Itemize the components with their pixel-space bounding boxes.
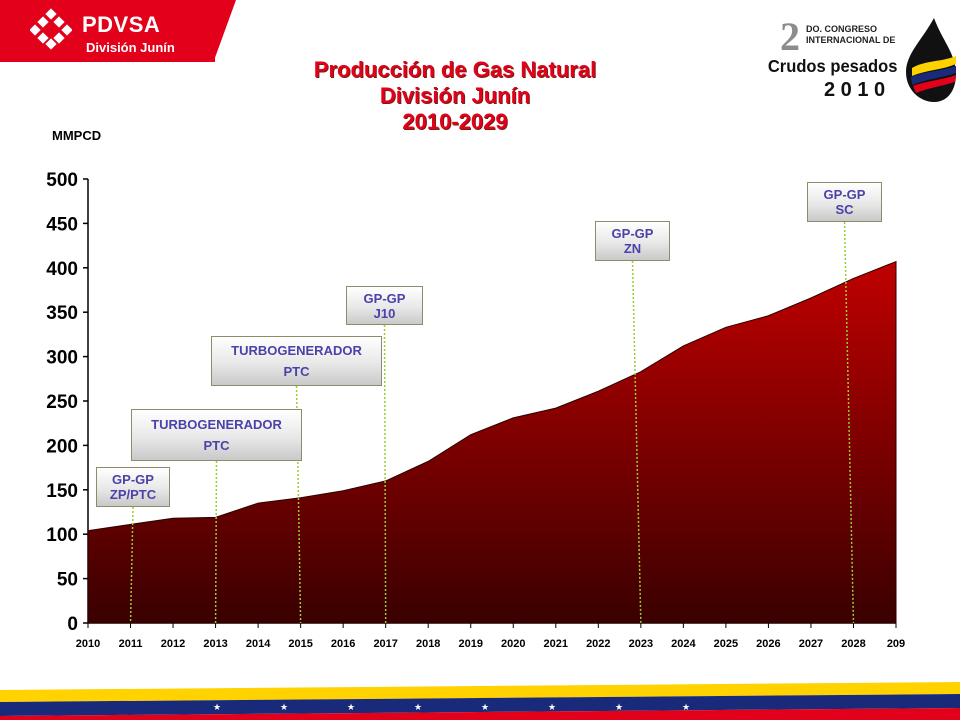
congress-line-1: DO. CONGRESO: [806, 24, 877, 34]
chart-title-line-1: Producción de Gas Natural: [313, 57, 597, 82]
x-tick-label: 2025: [714, 638, 738, 650]
congress-year: 2 0 1 0: [824, 79, 885, 101]
x-tick-label: 2022: [586, 638, 610, 650]
annotation-label-line: ZN: [623, 241, 642, 256]
star-icon: ★: [213, 703, 221, 713]
production-area: [87, 260, 897, 624]
star-icon: ★: [548, 703, 556, 713]
annotation-label-line: GP-GP: [823, 187, 866, 202]
x-tick-label: 2027: [799, 638, 823, 650]
pdvsa-logo-icon: [30, 8, 72, 50]
annotation-leader-line: [214, 460, 218, 624]
y-tick-label: 100: [46, 525, 78, 546]
star-icon: ★: [414, 703, 422, 713]
congress-logo: 2 DO. CONGRESO INTERNACIONAL DE Crudos p…: [766, 10, 958, 108]
star-icon: ★: [682, 703, 690, 713]
star-icon: ★: [481, 703, 489, 713]
flag-stripe-red: [0, 708, 960, 720]
annotation-label-line: GP-GP: [611, 226, 654, 241]
annotation-label-line: PTC: [203, 438, 230, 453]
y-tick-label: 350: [46, 303, 78, 324]
x-tick-label: 2019: [458, 638, 482, 650]
chart-title-line-3: 2010-2029: [402, 109, 508, 134]
oil-drop-icon: [906, 18, 956, 102]
annotation-leader-line: [631, 260, 642, 624]
x-tick-label: 2021: [544, 638, 568, 650]
x-tick-label: 2024: [671, 638, 696, 650]
y-axis-unit: MMPCD: [52, 128, 102, 143]
annotation-label: GP-GP SC: [807, 182, 882, 222]
y-tick-label: 500: [46, 170, 78, 191]
y-tick-label: 50: [57, 570, 78, 591]
x-tick-label: 2015: [288, 638, 312, 650]
y-tick-label: 250: [46, 392, 78, 413]
star-icon: ★: [280, 703, 288, 713]
star-icon: ★: [615, 703, 623, 713]
annotation-label-line: ZP/PTC: [109, 487, 157, 502]
x-tick-label: 2013: [203, 638, 227, 650]
annotation-label-line: J10: [373, 305, 396, 321]
x-tick-label: 2014: [246, 638, 271, 650]
y-tick-label: 200: [46, 436, 78, 457]
annotation-label: TURBOGENERADOR PTC: [211, 336, 382, 386]
congress-line-2: INTERNACIONAL DE: [806, 35, 895, 45]
x-tick-label: 2012: [161, 638, 185, 650]
x-tick-label: 2028: [841, 638, 865, 650]
star-icon: ★: [347, 703, 355, 713]
x-tick-label: 2010: [76, 638, 100, 650]
flag-stripe-yellow: [0, 682, 960, 702]
annotation-label: GP-GP ZP/PTC: [96, 467, 170, 507]
annotation-label: GP-GP ZN: [595, 221, 670, 261]
x-tick-label: 2023: [629, 638, 653, 650]
annotation-label-line: TURBOGENERADOR: [231, 343, 362, 358]
x-tick-label: 2020: [501, 638, 525, 650]
y-tick-label: 400: [46, 259, 78, 280]
congress-line-3: Crudos pesados: [768, 55, 898, 76]
annotation-label-line: SC: [835, 202, 854, 217]
annotation-leader-line: [843, 221, 855, 624]
annotation-leader-line: [383, 324, 387, 624]
y-tick-label: 300: [46, 348, 78, 369]
congress-logo-graphic: 2 DO. CONGRESO INTERNACIONAL DE Crudos p…: [768, 14, 956, 102]
annotation-leader-line: [129, 506, 134, 624]
annotation-label: GP-GP J10: [346, 286, 423, 325]
y-tick-label: 450: [46, 214, 78, 235]
congress-number: 2: [780, 14, 800, 59]
annotation-label-line: TURBOGENERADOR: [151, 417, 282, 432]
y-tick-label: 0: [67, 614, 78, 635]
brand-name: PDVSA: [82, 12, 161, 37]
flag-stripe-blue: [0, 694, 960, 716]
x-tick-label: 209: [887, 638, 905, 650]
x-tick-label: 2017: [373, 638, 397, 650]
x-tick-label: 2018: [416, 638, 440, 650]
x-tick-label: 2026: [756, 638, 780, 650]
annotation-label: TURBOGENERADOR PTC: [131, 409, 302, 461]
x-tick-label: 2011: [119, 638, 143, 650]
annotation-label-line: GP-GP: [112, 472, 154, 487]
venezuela-flag-band: ★ ★ ★ ★ ★ ★ ★ ★: [0, 682, 960, 720]
annotation-leader-line: [295, 385, 302, 624]
annotation-label-line: GP-GP: [363, 290, 406, 306]
x-tick-label: 2016: [331, 638, 355, 650]
annotation-label-line: PTC: [283, 364, 310, 379]
chart-title-line-2: División Junín: [379, 83, 531, 108]
y-tick-label: 150: [46, 481, 78, 502]
brand-division: División Junín: [86, 40, 175, 55]
